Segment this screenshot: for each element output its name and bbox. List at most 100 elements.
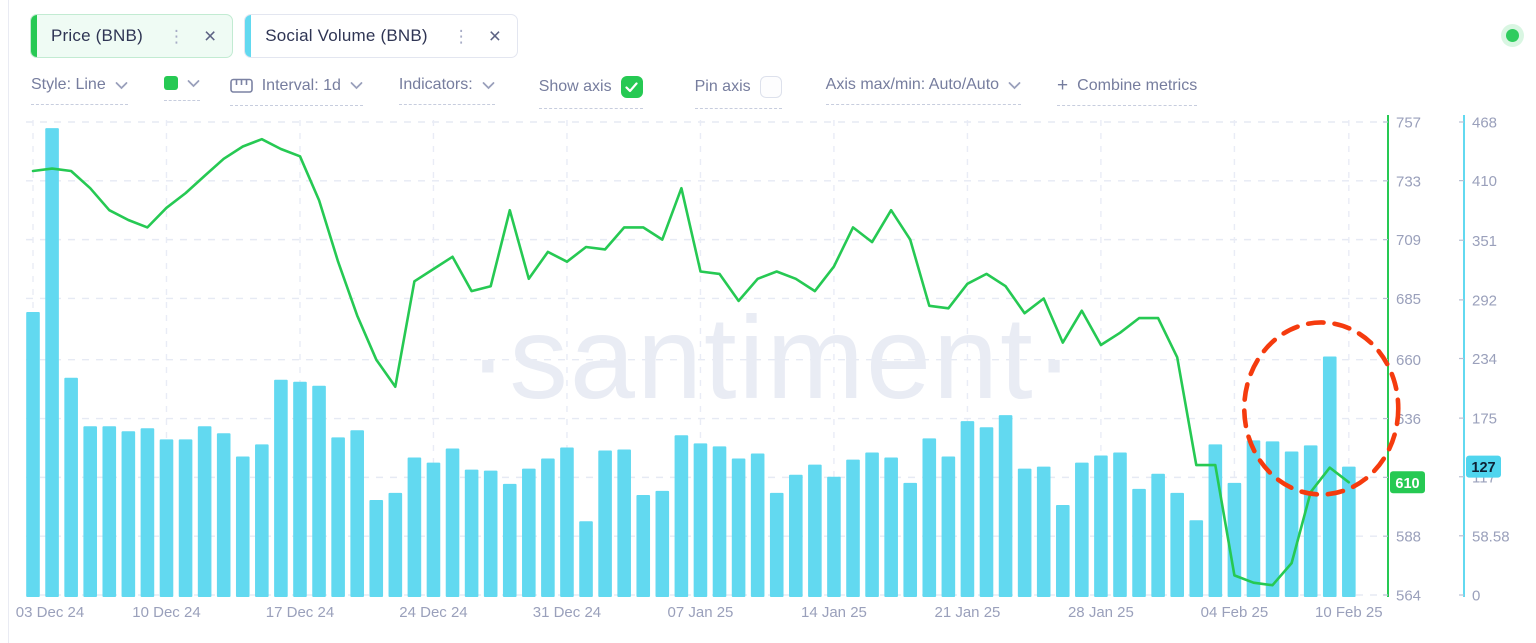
volume-bar[interactable]	[1265, 441, 1280, 597]
volume-bar[interactable]	[693, 443, 708, 597]
x-axis-label: 04 Feb 25	[1201, 604, 1269, 621]
x-axis-label: 10 Feb 25	[1315, 604, 1383, 621]
volume-bar[interactable]	[445, 448, 460, 597]
volume-bar[interactable]	[350, 430, 364, 597]
volume-bar[interactable]	[121, 431, 136, 597]
volume-bar[interactable]	[1113, 452, 1127, 597]
close-icon[interactable]: ×	[488, 24, 501, 48]
volume-bar[interactable]	[922, 438, 937, 597]
volume-bar[interactable]	[789, 474, 803, 597]
volume-bar[interactable]	[769, 492, 784, 597]
volume-bar[interactable]	[541, 458, 555, 597]
volume-bar[interactable]	[140, 428, 155, 597]
volume-bar[interactable]	[712, 446, 727, 597]
show-axis-toggle[interactable]: Show axis	[538, 76, 643, 109]
volume-bar[interactable]	[293, 381, 307, 597]
volume-bar[interactable]	[865, 452, 879, 597]
x-axis-label: 28 Jan 25	[1068, 604, 1134, 621]
volume-bar[interactable]	[979, 427, 994, 597]
x-axis-label: 07 Jan 25	[668, 604, 734, 621]
volume-bar[interactable]	[483, 470, 498, 597]
volume-bar[interactable]	[1132, 488, 1146, 597]
tab-accent-bar	[245, 15, 252, 57]
series-color-dropdown[interactable]	[163, 76, 200, 101]
volume-bar[interactable]	[216, 433, 231, 597]
kebab-menu-icon[interactable]: ⋮	[452, 26, 470, 46]
pin-axis-label: Pin axis	[694, 78, 751, 95]
volume-bar[interactable]	[388, 492, 403, 597]
volume-bar[interactable]	[884, 457, 898, 597]
volume-bar[interactable]	[941, 456, 956, 597]
axis-maxmin-dropdown[interactable]: Axis max/min: Auto/Auto	[825, 76, 1022, 105]
volume-bar[interactable]	[1342, 466, 1356, 597]
volume-bar[interactable]	[560, 447, 574, 597]
kebab-menu-icon[interactable]: ⋮	[167, 26, 185, 46]
volume-bar[interactable]	[1075, 462, 1089, 597]
volume-bar[interactable]	[808, 464, 822, 597]
volume-bar[interactable]	[1284, 451, 1299, 597]
indicators-dropdown[interactable]: Indicators:	[398, 76, 495, 105]
close-icon[interactable]: ×	[203, 24, 217, 48]
combine-metrics-button[interactable]: + Combine metrics	[1057, 76, 1198, 106]
volume-bar[interactable]	[502, 483, 517, 597]
volume-bar[interactable]	[1227, 482, 1242, 597]
style-dropdown[interactable]: Style: Line	[31, 76, 128, 105]
show-axis-checkbox[interactable]	[620, 76, 643, 98]
volume-bar[interactable]	[159, 439, 174, 597]
volume-bar[interactable]	[598, 450, 612, 597]
volume-bar[interactable]	[960, 421, 975, 597]
volume-bar[interactable]	[45, 128, 59, 598]
volume-bar[interactable]	[1303, 445, 1318, 597]
volume-bar[interactable]	[369, 499, 384, 597]
volume-bar[interactable]	[522, 468, 536, 597]
volume-bar[interactable]	[235, 456, 250, 597]
volume-current-badge-value: 127	[1471, 460, 1495, 476]
volume-bar[interactable]	[64, 377, 78, 597]
chevron-down-icon	[350, 82, 363, 90]
volume-bar[interactable]	[636, 494, 651, 597]
volume-bar[interactable]	[464, 469, 479, 597]
x-axis-label: 21 Jan 25	[934, 604, 1000, 621]
volume-bar[interactable]	[617, 449, 631, 597]
volume-bar[interactable]	[827, 476, 841, 597]
volume-bar[interactable]	[1322, 356, 1337, 597]
volume-bar[interactable]	[1017, 468, 1032, 597]
price-line[interactable]	[31, 137, 1351, 587]
metric-tab-price[interactable]: Price (BNB) ⋮ ×	[30, 14, 234, 58]
volume-bar[interactable]	[1246, 440, 1261, 597]
volume-bar[interactable]	[26, 312, 40, 597]
volume-bar[interactable]	[1094, 455, 1108, 597]
metric-tab-social-volume[interactable]: Social Volume (BNB) ⋮ ×	[244, 14, 518, 58]
volume-bar[interactable]	[331, 437, 345, 597]
volume-bar[interactable]	[312, 385, 326, 597]
volume-bar[interactable]	[255, 444, 269, 597]
volume-bar[interactable]	[426, 462, 441, 597]
volume-axis-tick-label: 175	[1472, 411, 1497, 428]
volume-bar[interactable]	[197, 426, 212, 597]
volume-bar[interactable]	[1170, 492, 1184, 597]
volume-bar[interactable]	[178, 439, 193, 597]
metric-tabs: Price (BNB) ⋮ × Social Volume (BNB) ⋮ ×	[30, 14, 518, 58]
volume-bar[interactable]	[579, 521, 593, 597]
volume-bar[interactable]	[674, 435, 689, 597]
volume-bar[interactable]	[1055, 505, 1070, 597]
volume-bar[interactable]	[83, 426, 98, 597]
volume-bar[interactable]	[102, 426, 117, 597]
volume-bar[interactable]	[750, 453, 765, 597]
volume-bar[interactable]	[846, 459, 860, 597]
volume-bar[interactable]	[1189, 520, 1204, 597]
volume-bar[interactable]	[731, 458, 746, 597]
volume-bar[interactable]	[274, 379, 288, 597]
volume-bar[interactable]	[407, 457, 422, 597]
volume-bar[interactable]	[903, 482, 918, 597]
chevron-down-icon	[1008, 81, 1021, 89]
interval-dropdown[interactable]: Interval: 1d	[229, 76, 363, 106]
pin-axis-checkbox[interactable]	[759, 76, 782, 98]
volume-bar[interactable]	[998, 415, 1013, 597]
volume-bar[interactable]	[1036, 466, 1051, 597]
pin-axis-toggle[interactable]: Pin axis	[694, 76, 782, 109]
volume-bar[interactable]	[655, 490, 670, 597]
volume-bar[interactable]	[1151, 473, 1165, 597]
